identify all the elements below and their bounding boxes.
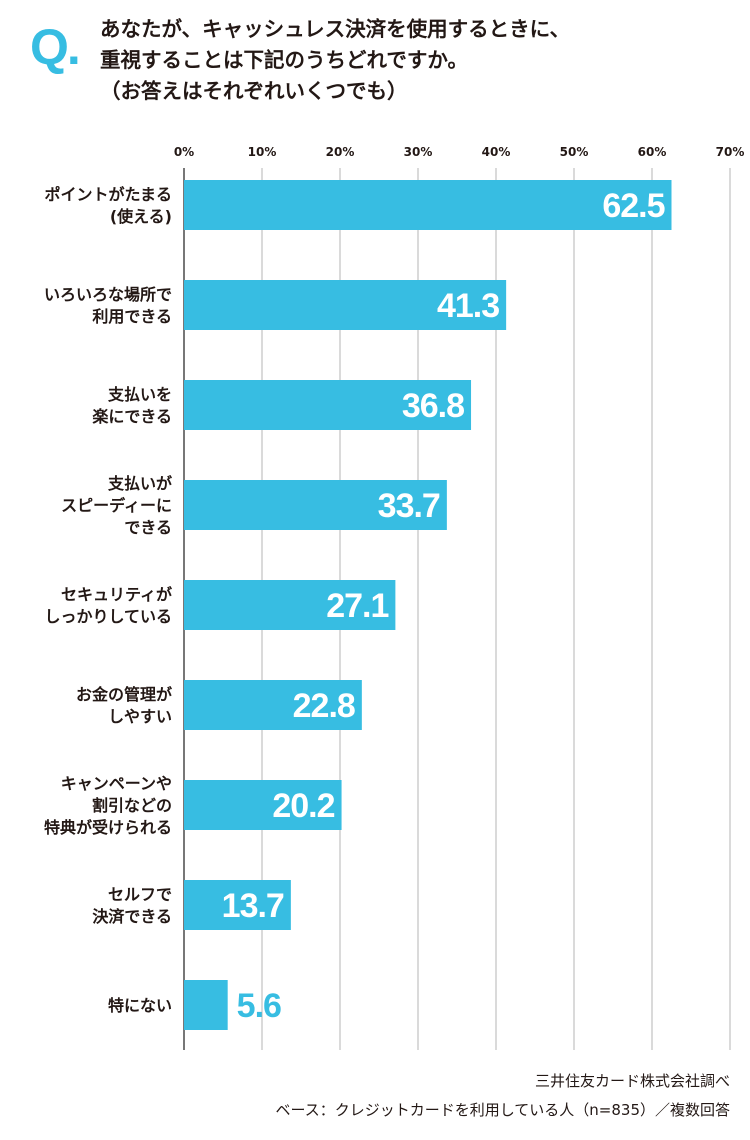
value-label: 22.8 — [293, 687, 355, 725]
bar — [184, 680, 362, 730]
x-tick-label: 30% — [404, 145, 433, 159]
category-label: いろいろな場所で — [44, 285, 172, 304]
category-label: キャンペーンや — [61, 774, 172, 793]
value-label: 41.3 — [437, 287, 499, 325]
bar — [184, 280, 507, 330]
question-line-2: 重視することは下記のうちどれですか。 — [100, 48, 468, 72]
category-label: しやすい — [108, 707, 172, 726]
bar — [184, 880, 291, 930]
category-label: お金の管理が — [76, 685, 172, 704]
question-line-1: あなたが、キャッシュレス決済を使用するときに、 — [100, 17, 571, 41]
category-label: 楽にできる — [91, 407, 172, 426]
bar — [184, 780, 342, 830]
category-label: 利用できる — [92, 307, 172, 326]
category-label: 特典が受けられる — [44, 818, 172, 837]
category-label: 割引などの — [92, 796, 172, 815]
bar — [184, 380, 472, 430]
source-note: 三井住友カード株式会社調べ — [534, 1072, 730, 1090]
value-label: 33.7 — [378, 487, 440, 525]
bar — [184, 480, 447, 530]
value-label: 13.7 — [222, 887, 284, 925]
question-text: あなたが、キャッシュレス決済を使用するときに、 重視することは下記のうちどれです… — [100, 14, 740, 107]
bar — [184, 980, 228, 1030]
x-tick-label: 40% — [482, 145, 511, 159]
question-line-3: （お答えはそれぞれいくつでも） — [100, 79, 408, 103]
category-label: できる — [124, 518, 172, 537]
value-label: 36.8 — [402, 387, 464, 425]
x-tick-label: 70% — [716, 145, 745, 159]
category-label: セキュリティが — [61, 585, 172, 604]
category-label: スピーディーに — [61, 496, 172, 515]
value-label: 62.5 — [602, 187, 664, 225]
category-label: 支払いが — [107, 474, 172, 493]
x-tick-label: 50% — [560, 145, 589, 159]
bar — [184, 180, 672, 230]
x-tick-label: 60% — [638, 145, 667, 159]
category-label: 支払いを — [107, 385, 172, 404]
value-label: 5.6 — [237, 987, 281, 1025]
x-tick-label: 0% — [174, 145, 194, 159]
x-tick-label: 10% — [248, 145, 277, 159]
category-label: セルフで — [108, 885, 172, 904]
base-note: ベース：クレジットカードを利用している人（n=835）／複数回答 — [275, 1101, 730, 1119]
category-label: 決済できる — [92, 907, 172, 926]
category-label: 特にない — [108, 996, 172, 1015]
value-label: 20.2 — [272, 787, 334, 825]
value-label: 27.1 — [326, 587, 388, 625]
bar — [184, 580, 396, 630]
bar-chart: 0% 10% 20% 30% 40% 50% 60% 70% 62.5 ポイントがたまる (使える)… — [44, 145, 745, 1050]
category-label: しっかりしている — [44, 607, 172, 626]
category-label: ポイントがたまる — [44, 185, 172, 204]
x-tick-label: 20% — [326, 145, 355, 159]
question-mark: Q. — [30, 19, 81, 75]
category-label: (使える) — [110, 207, 172, 226]
